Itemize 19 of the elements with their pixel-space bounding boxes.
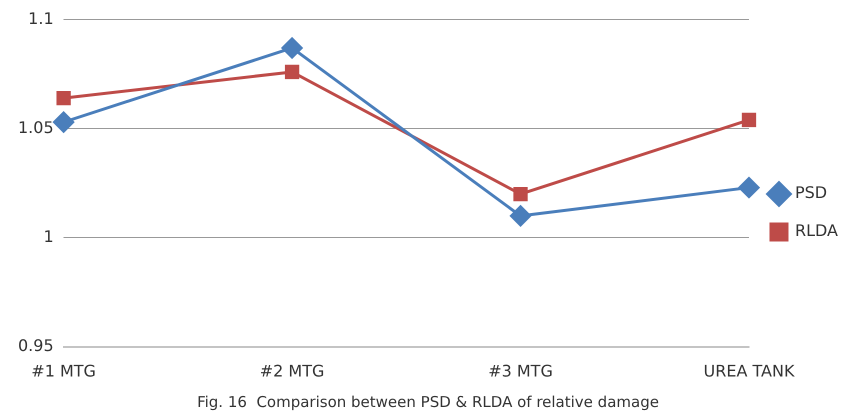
point — [513, 186, 528, 202]
point — [284, 64, 300, 80]
y-tick-label: 1.05 — [18, 118, 54, 137]
y-tick-label: 1.1 — [28, 8, 54, 28]
x-tick-label: #1 MTG — [31, 362, 96, 381]
x-tick-label: #3 MTG — [488, 362, 553, 381]
legend-label: PSD — [794, 183, 828, 202]
text: Fig. 16 Comparison between PSD & RLDA of relative damage — [197, 392, 659, 411]
y-tick-label: 0.95 — [18, 336, 54, 355]
point — [510, 205, 532, 226]
point — [742, 112, 756, 128]
x-tick-label: #2 MTG — [260, 362, 324, 381]
legend-label: RLDA — [794, 221, 838, 240]
x-tick-label: UREA TANK — [704, 362, 795, 381]
point — [56, 90, 71, 106]
y-tick-label: 1 — [43, 226, 54, 246]
point — [738, 177, 760, 198]
point — [53, 112, 74, 133]
point — [282, 37, 303, 58]
